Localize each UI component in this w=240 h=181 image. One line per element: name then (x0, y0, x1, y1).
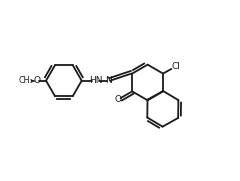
Text: O: O (33, 76, 40, 85)
Text: CH₃: CH₃ (18, 76, 33, 85)
Text: Cl: Cl (171, 62, 180, 71)
Text: HN: HN (89, 76, 102, 85)
Text: N: N (105, 76, 112, 85)
Text: O: O (115, 95, 122, 104)
